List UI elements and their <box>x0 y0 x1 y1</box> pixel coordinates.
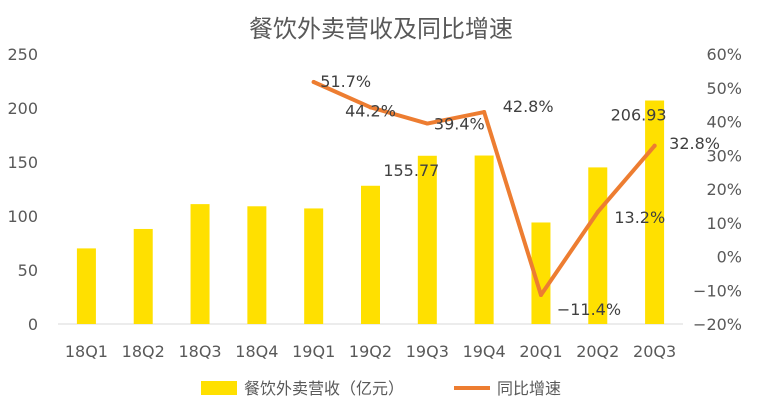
line-data-label: 39.4% <box>434 115 485 134</box>
data-labels: 155.77 206.93 51.7% 44.2% 39.4% 42.8% −11.4% 13… <box>320 72 720 319</box>
y-right-tick-label: 10% <box>706 214 742 233</box>
x-tick-label: 20Q3 <box>633 342 676 361</box>
x-tick-label: 20Q1 <box>519 342 562 361</box>
y-left-tick-label: 50 <box>18 261 38 280</box>
bar <box>645 100 665 325</box>
x-tick-label: 18Q1 <box>65 342 108 361</box>
y-right-tick-label: 60% <box>706 45 742 64</box>
x-tick-label: 20Q2 <box>576 342 619 361</box>
y-right-tick-label: 40% <box>706 113 742 132</box>
y-left-tick-label: 0 <box>28 315 38 334</box>
bar-data-label: 155.77 <box>383 161 439 180</box>
bar-data-label: 206.93 <box>611 106 667 125</box>
bar <box>304 208 324 324</box>
x-tick-label: 18Q2 <box>122 342 165 361</box>
line-point <box>595 209 600 214</box>
y-right-tick-label: 0% <box>717 248 742 267</box>
axes: 0 50 100 150 200 250 −20% −10% 0% 10% 20% 30% 40% 50%… <box>7 45 742 361</box>
line-data-label: 32.8% <box>669 134 720 153</box>
line-data-label: 42.8% <box>503 97 554 116</box>
line-data-label: −11.4% <box>557 300 621 319</box>
line-point <box>311 80 316 85</box>
y-left-tick-label: 250 <box>7 45 38 64</box>
x-tick-label: 19Q3 <box>406 342 449 361</box>
y-left-tick-label: 150 <box>7 153 38 172</box>
y-left-tick-label: 200 <box>7 99 38 118</box>
line-point <box>538 292 543 297</box>
x-tick-label: 19Q2 <box>349 342 392 361</box>
x-tick-label: 18Q4 <box>235 342 278 361</box>
line-point <box>482 110 487 115</box>
y-right-tick-label: 20% <box>706 180 742 199</box>
line-data-label: 44.2% <box>345 101 396 120</box>
line-point <box>425 121 430 126</box>
line-series <box>311 80 657 297</box>
bar <box>133 228 153 324</box>
legend-label-growth: 同比增速 <box>497 379 561 398</box>
bar <box>417 155 437 324</box>
bar <box>531 222 551 324</box>
line-data-label: 13.2% <box>614 208 665 227</box>
legend-label-revenue: 餐饮外卖营收（亿元） <box>244 379 404 398</box>
x-tick-label: 19Q1 <box>292 342 335 361</box>
chart-title: 餐饮外卖营收及同比增速 <box>249 15 513 43</box>
y-right-tick-label: −20% <box>693 315 742 334</box>
line-point <box>652 143 657 148</box>
x-tick-label: 18Q3 <box>178 342 221 361</box>
bar-series <box>76 100 665 325</box>
legend: 餐饮外卖营收（亿元） 同比增速 <box>201 379 561 398</box>
y-right-tick-label: 50% <box>706 79 742 98</box>
bar <box>76 248 96 324</box>
y-left-tick-label: 100 <box>7 207 38 226</box>
bar <box>190 204 210 324</box>
line-point <box>368 105 373 110</box>
x-tick-label: 19Q4 <box>463 342 506 361</box>
bar <box>361 185 380 324</box>
y-right-tick-label: −10% <box>693 281 742 300</box>
bar <box>247 206 267 324</box>
line-data-label: 51.7% <box>320 72 371 91</box>
legend-swatch-revenue <box>201 381 237 395</box>
bar <box>474 155 494 324</box>
y-right-tick-label: 30% <box>706 146 742 165</box>
